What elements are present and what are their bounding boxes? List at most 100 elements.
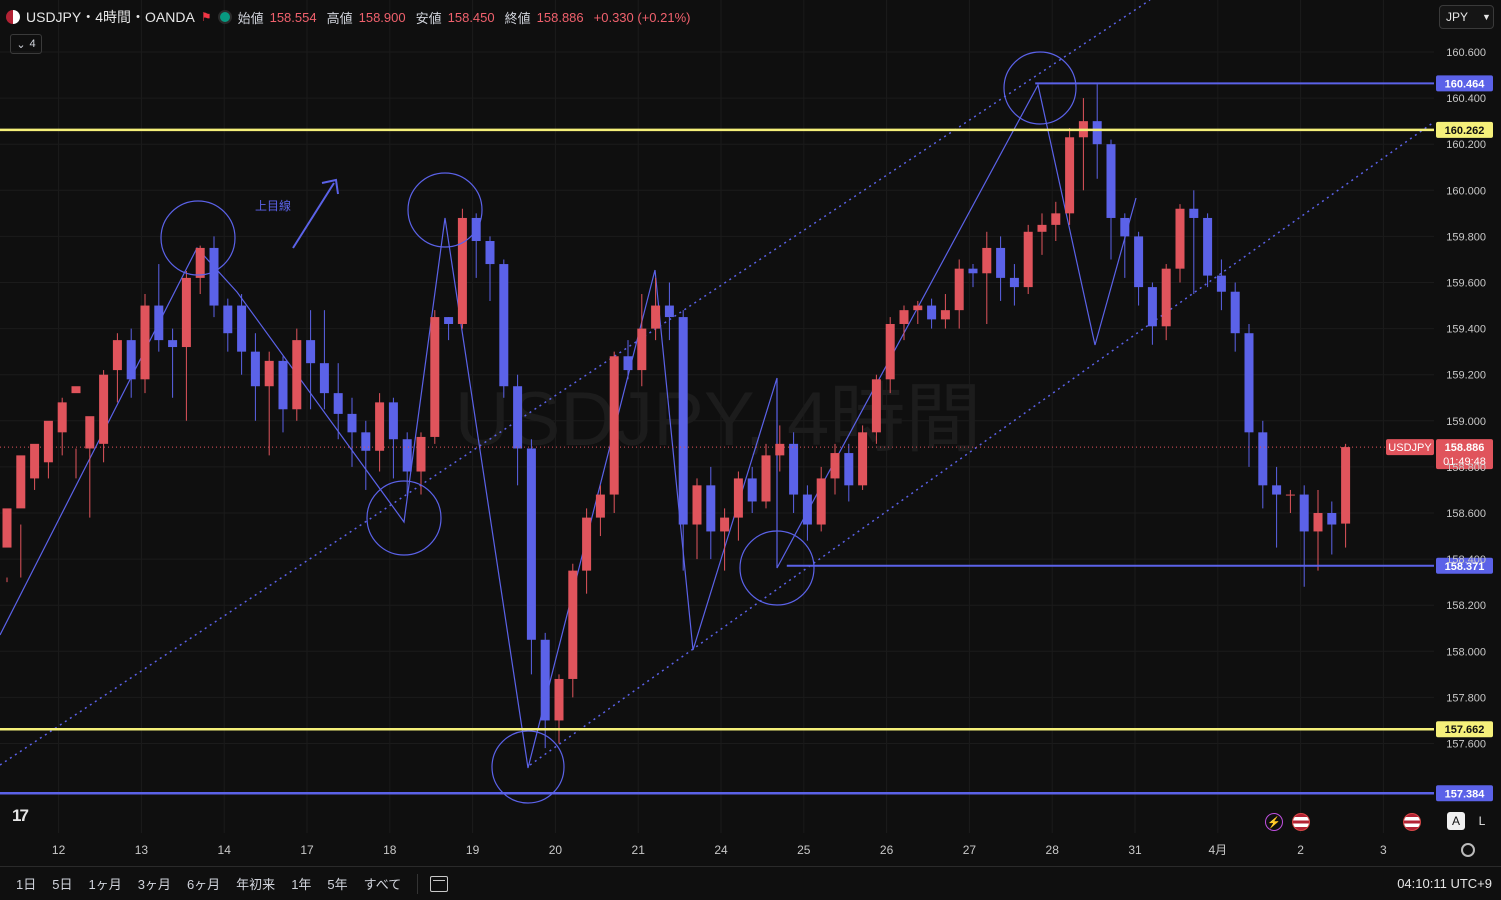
- candle-body: [85, 416, 95, 449]
- candle-body: [430, 317, 440, 437]
- swing-circle: [407, 172, 483, 248]
- candle-body: [692, 485, 702, 525]
- price-level-tag: 158.371: [1445, 561, 1485, 573]
- candle-body: [1175, 208, 1185, 269]
- candle-body: [568, 570, 578, 679]
- range-ytd[interactable]: 年初来: [236, 877, 276, 892]
- candle-body: [499, 264, 509, 387]
- range-3m[interactable]: 3ヶ月: [137, 877, 171, 892]
- candle-body: [706, 485, 716, 532]
- swing-circle: [160, 200, 236, 276]
- candle-body: [485, 241, 495, 265]
- candle-body: [195, 247, 205, 278]
- candle-body: [278, 360, 288, 410]
- channel-upper-line: [0, 0, 1151, 766]
- candle-body: [1092, 121, 1102, 145]
- time-tick-label: 14: [218, 843, 232, 857]
- swing-circle: [491, 730, 565, 804]
- candle-body: [526, 448, 536, 640]
- us-economic-event-icon[interactable]: [1403, 813, 1421, 831]
- price-tick-label: 158.600: [1446, 508, 1486, 520]
- candle-body: [1051, 213, 1061, 225]
- candle-body: [1147, 287, 1157, 327]
- zigzag-line: [0, 83, 1137, 769]
- candle-body: [457, 217, 467, 324]
- market-status-icon: [217, 10, 232, 24]
- candle-body: [1037, 224, 1047, 232]
- close-label: 終値: [504, 10, 531, 26]
- candle-body: [71, 386, 81, 394]
- candle-body: [250, 351, 260, 387]
- uptrend-arrow: [292, 182, 335, 249]
- event-lightning-icon[interactable]: ⚡: [1265, 813, 1283, 831]
- candle-body: [1313, 513, 1323, 532]
- price-level-tag-bg: [1436, 721, 1493, 738]
- range-all[interactable]: すべて: [363, 877, 402, 892]
- candle-body: [927, 305, 937, 320]
- candle-body: [1120, 217, 1130, 237]
- price-tick-label: 157.600: [1446, 739, 1486, 751]
- time-tick-label: 26: [880, 843, 894, 857]
- us-event-flag-icon[interactable]: [1292, 813, 1310, 831]
- price-tick-label: 159.200: [1446, 370, 1486, 382]
- candle-body: [858, 432, 868, 486]
- candle-body: [1341, 447, 1351, 524]
- candle-body: [319, 363, 329, 394]
- candle-body: [140, 305, 150, 380]
- time-tick-label: 31: [1128, 843, 1142, 857]
- candle-body: [802, 494, 812, 525]
- candle-body: [444, 317, 454, 324]
- range-5y[interactable]: 5年: [327, 877, 348, 892]
- range-5d[interactable]: 5日: [52, 877, 73, 892]
- clock[interactable]: 04:10:11 UTC+9: [1397, 876, 1492, 891]
- candle-body: [830, 453, 840, 479]
- candle-body: [1106, 144, 1116, 218]
- range-1y[interactable]: 1年: [291, 877, 312, 892]
- candle-body: [720, 517, 730, 532]
- candle-body: [1134, 236, 1144, 288]
- time-tick-label: 3: [1380, 843, 1387, 857]
- price-tick-label: 159.000: [1446, 416, 1486, 428]
- candle-body: [1272, 485, 1282, 495]
- candle-body: [388, 402, 398, 440]
- candle-body: [816, 478, 826, 525]
- candle-body: [99, 374, 109, 444]
- time-tick-label: 24: [714, 843, 728, 857]
- uptrend-arrow-head: [321, 178, 339, 195]
- candle-body: [871, 379, 881, 433]
- calendar-icon[interactable]: [430, 875, 449, 892]
- candle-body: [761, 455, 771, 502]
- candle-body: [1299, 494, 1309, 532]
- tradingview-logo[interactable]: 17: [12, 806, 29, 825]
- price-tick-label: 157.800: [1446, 692, 1486, 704]
- auto-scale-button[interactable]: A: [1447, 812, 1465, 830]
- time-tick-label: 19: [466, 843, 480, 857]
- open-value: 158.554: [269, 9, 317, 25]
- price-chart[interactable]: USDJPY, 4時間 160.262 157.662 157.384 160.464…: [0, 0, 1501, 865]
- currency-button[interactable]: JPY ▼: [1439, 5, 1494, 29]
- price-tick-label: 159.800: [1446, 231, 1486, 243]
- time-axis: 12 13 14 17 18 19 20 21 24 25 26 27 28 31 4月 2 3: [52, 843, 1387, 857]
- gear-icon[interactable]: [1461, 843, 1475, 857]
- indicator-count: 4: [29, 38, 36, 50]
- candle-body: [733, 478, 743, 518]
- range-1m[interactable]: 1ヶ月: [88, 877, 122, 892]
- range-1d[interactable]: 1日: [16, 877, 37, 892]
- symbol-title[interactable]: USDJPY・4時間・OANDA: [26, 9, 195, 25]
- candle-body: [57, 402, 67, 433]
- time-tick-label: 18: [383, 843, 397, 857]
- range-6m[interactable]: 6ヶ月: [186, 877, 221, 892]
- candle-body: [375, 402, 385, 451]
- candle-body: [168, 340, 178, 348]
- candle-body: [361, 432, 371, 451]
- candle-body: [554, 678, 564, 721]
- candle-body: [899, 310, 909, 324]
- candle-body: [1327, 513, 1337, 525]
- price-tick-label: 158.200: [1446, 600, 1486, 612]
- channel-lower-line: [529, 121, 1435, 766]
- flag-icon[interactable]: ⚑: [200, 10, 212, 24]
- indicators-toggle-button[interactable]: ⌄ 4: [10, 34, 42, 54]
- watermark: USDJPY, 4時間: [455, 377, 982, 462]
- price-tick-label: 160.400: [1446, 93, 1486, 105]
- log-scale-button[interactable]: L: [1478, 814, 1486, 828]
